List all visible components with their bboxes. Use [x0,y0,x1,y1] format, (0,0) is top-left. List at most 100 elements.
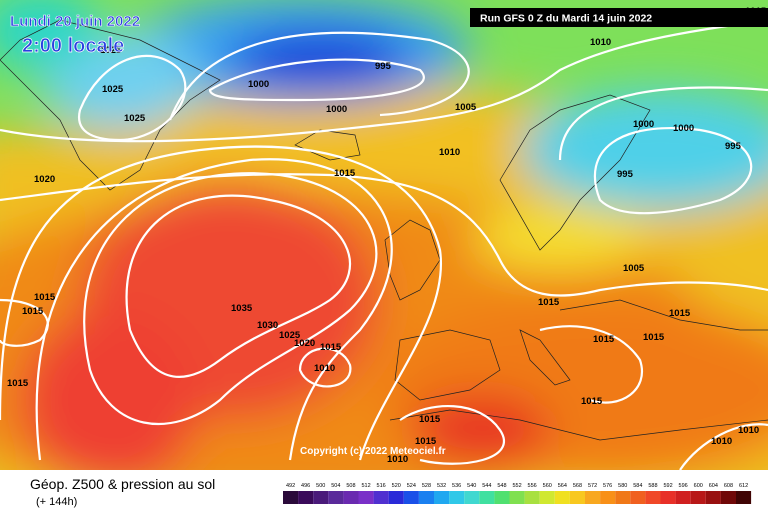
isobar-label: 1015 [415,436,437,447]
colorbar-swatch [449,491,465,504]
colorbar-swatch [479,491,495,504]
colorbar-label: 496 [301,483,310,489]
colorbar-label: 528 [422,483,431,489]
colorbar-swatch [690,491,706,504]
isobar-label: 1025 [124,113,146,124]
isobar-label: 1030 [257,320,278,331]
isobar-label: 1015 [22,306,44,317]
time-label: 2:00 locale [22,35,124,57]
isobar-label: 1005 [455,102,477,113]
colorbar-label: 612 [739,483,748,489]
isobar-label: 1015 [334,168,356,179]
colorbar-label: 536 [452,483,461,489]
isobar-label: 1015 [538,297,560,308]
isobar-label: 1010 [738,425,759,436]
colorbar-label: 560 [543,483,552,489]
colorbar-swatch [524,491,540,504]
colorbar-swatch [358,491,374,504]
run-box [470,8,768,27]
run-label: Run GFS 0 Z du Mardi 14 juin 2022 [480,13,652,25]
colorbar: 492 496 500 504 508 512 516 520 524 528 532 536 540 5… [283,483,752,504]
colorbar-swatch [403,491,419,504]
isobar-label: 995 [725,141,742,152]
colorbar-swatch [645,491,661,504]
colorbar-swatch [736,491,752,504]
colorbar-label: 600 [694,483,703,489]
isobar-label: 1010 [314,363,335,374]
isobar-label: 1010 [711,436,732,447]
isobar-label: 1025 [100,45,122,56]
colorbar-swatch [705,491,721,504]
colorbar-swatch [660,491,676,504]
isobar-label: 1015 [593,334,615,345]
colorbar-swatch [298,491,314,504]
isobar-labels: 1015 1010 995 1000 1025 1025 1025 1000 1005 1000 1… [7,6,767,465]
colorbar-label: 500 [316,483,325,489]
colorbar-swatch [585,491,601,504]
isobar-label: 995 [375,61,392,72]
colorbar-label: 580 [618,483,627,489]
colorbar-label: 592 [663,483,672,489]
colorbar-label: 568 [573,483,582,489]
isobar-label: 1010 [439,147,460,158]
colorbar-label: 540 [467,483,476,489]
isobar-label: 1015 [643,332,665,343]
colorbar-swatch [313,491,329,504]
colorbar-swatch [554,491,570,504]
colorbar-label: 572 [588,483,597,489]
colorbar-label: 608 [724,483,733,489]
colorbar-swatch [539,491,555,504]
isobar-label: 1015 [581,396,603,407]
colorbar-swatch [434,491,450,504]
colorbar-label: 544 [482,483,491,489]
colorbar-label: 576 [603,483,612,489]
colorbar-label: 492 [286,483,295,489]
coastlines [0,19,768,441]
colorbar-label: 556 [528,483,537,489]
isobar-label: 1010 [590,37,611,48]
colorbar-swatch [388,491,404,504]
colorbar-swatch [630,491,646,504]
colorbar-swatch [464,491,480,504]
isobar-label: 1005 [623,263,645,274]
isobar-label: 1015 [320,342,342,353]
colorbar-swatch [283,491,299,504]
isobar-label: 1000 [326,104,347,115]
isobar-label: 1020 [294,338,315,349]
colorbar-swatch [343,491,359,504]
colorbar-label: 564 [558,483,567,489]
colorbar-label: 532 [437,483,446,489]
colorbar-swatch [373,491,389,504]
colorbar-swatch [615,491,631,504]
colorbar-swatch [600,491,616,504]
colorbar-label: 596 [679,483,688,489]
colorbar-label: 504 [331,483,340,489]
isobar-label: 1000 [673,123,694,134]
colorbar-label: 552 [512,483,521,489]
isobars [0,18,768,471]
colorbar-swatch [328,491,344,504]
colorbar-swatch [569,491,585,504]
isobar-label: 1000 [248,79,269,90]
colorbar-label: 584 [633,483,642,489]
footer-title: Géop. Z500 & pression au sol [30,476,215,492]
colorbar-swatch [720,491,736,504]
date-label: Lundi 20 juin 2022 [10,13,140,30]
isobar-label: 1015 [34,292,56,303]
colorbar-swatch [675,491,691,504]
isobar-label: 1025 [102,84,124,95]
colorbar-label: 508 [346,483,355,489]
isobar-label: 1035 [231,303,253,314]
isobar-label: 1000 [633,119,654,130]
colorbar-swatch [509,491,525,504]
colorbar-label: 524 [407,483,416,489]
isobar-label: 1015 [7,378,29,389]
isobar-label: 1015 [419,414,441,425]
colorbar-label: 604 [709,483,718,489]
isobar-label: 1025 [279,330,301,341]
copyright: Copyright (c) 2022 Meteociel.fr [300,446,446,457]
colorbar-label: 520 [392,483,401,489]
colorbar-label: 588 [648,483,657,489]
